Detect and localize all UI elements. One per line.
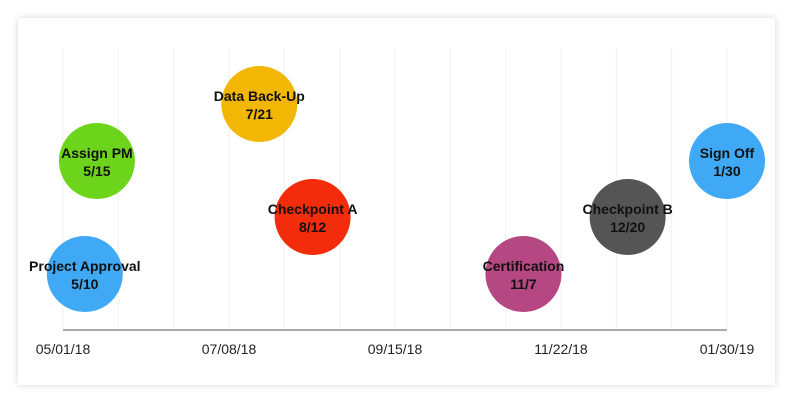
milestone-date: 8/12 [299,219,326,235]
milestone-marker: Certification 11/7 [483,236,565,312]
milestone-marker: Checkpoint B 12/20 [583,179,673,255]
milestone-circle [58,123,135,199]
milestone-marker: Project Approval 5/10 [29,236,141,312]
milestone-marker: Data Back-Up 7/21 [214,66,305,142]
milestone-date: 5/15 [83,163,110,179]
milestone-name: Project Approval [29,258,141,274]
milestone-date: 5/10 [71,276,98,292]
milestone-circle [689,123,765,199]
x-tick-label: 11/22/18 [534,341,588,357]
milestone-date: 12/20 [610,219,645,235]
milestone-circle [221,66,298,142]
milestone-date: 7/21 [246,106,273,122]
x-axis-ticks: 05/01/18 07/08/18 09/15/18 11/22/18 01/30/19 [36,341,755,357]
x-tick-label: 05/01/18 [36,341,91,357]
milestone-marker: Sign Off 1/30 [689,123,765,199]
milestone-markers: Project Approval 5/10 Assign PM 5/15 Data Ba… [29,66,765,312]
milestone-marker: Checkpoint A 8/12 [268,179,358,255]
milestone-marker: Assign PM 5/15 [58,123,135,199]
milestone-date: 11/7 [510,276,537,292]
milestone-name: Assign PM [61,145,133,161]
milestone-name: Checkpoint B [583,201,673,217]
x-tick-label: 07/08/18 [202,341,257,357]
x-tick-label: 01/30/19 [700,341,755,357]
milestone-circle [589,179,666,255]
milestone-circle [274,179,351,255]
milestone-circle [485,236,562,312]
milestone-date: 1/30 [713,163,740,179]
milestone-name: Sign Off [700,145,755,161]
milestone-circle [46,236,123,312]
milestone-name: Certification [483,258,565,274]
milestone-name: Data Back-Up [214,88,305,104]
milestone-name: Checkpoint A [268,201,358,217]
x-tick-label: 09/15/18 [368,341,423,357]
